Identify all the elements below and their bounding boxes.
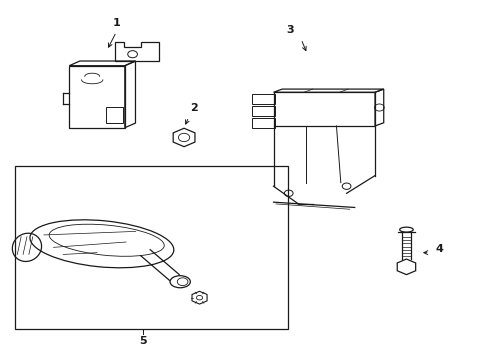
Text: 4: 4 <box>435 244 443 254</box>
Text: 2: 2 <box>189 103 197 113</box>
Text: 1: 1 <box>112 18 120 28</box>
Text: 3: 3 <box>286 25 294 35</box>
Text: 5: 5 <box>139 336 146 346</box>
